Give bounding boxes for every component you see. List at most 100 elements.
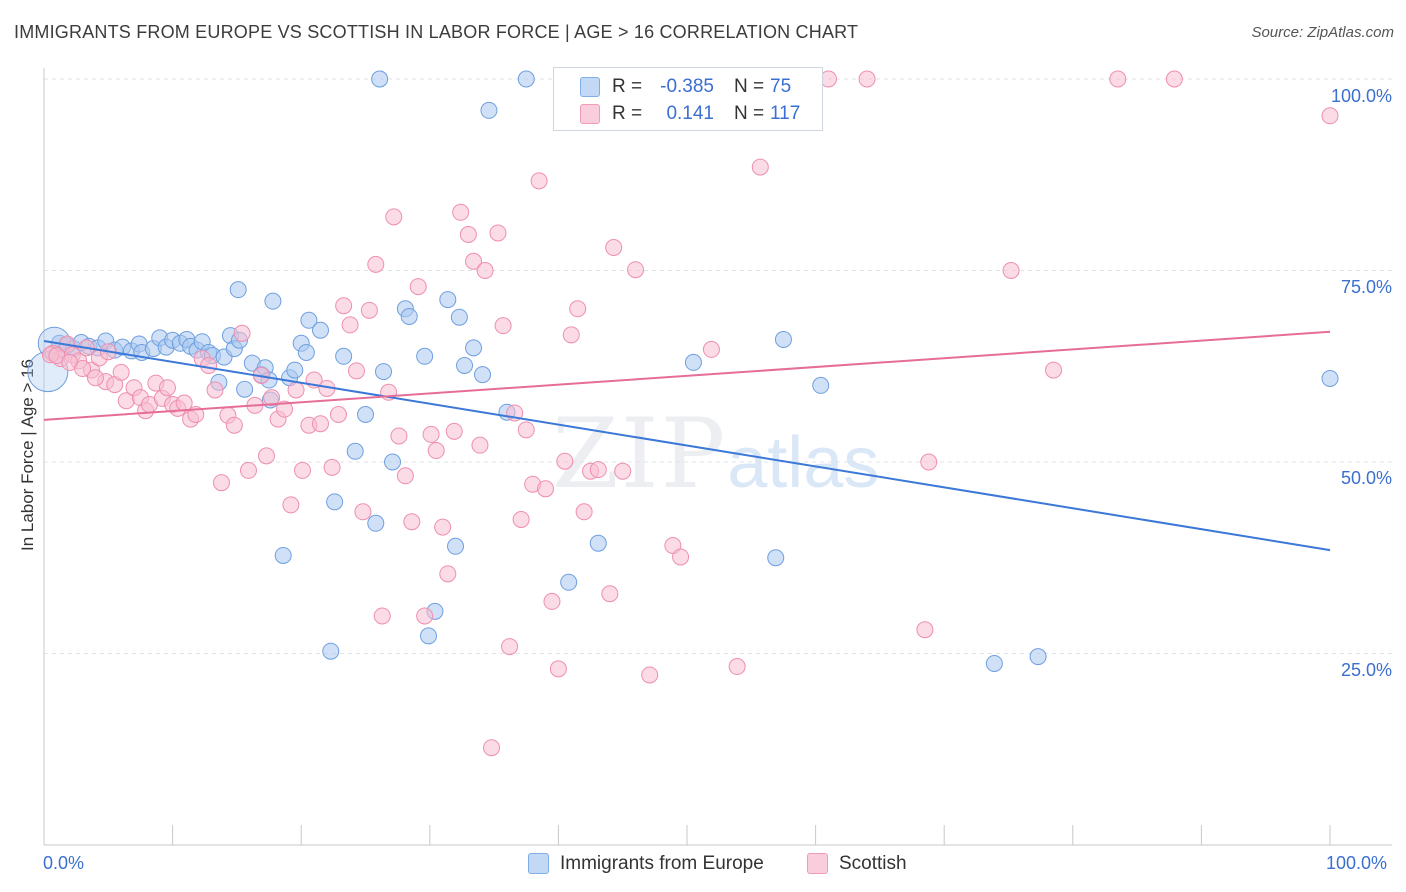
data-point [375, 363, 393, 381]
data-point [489, 224, 507, 242]
data-point [445, 422, 463, 440]
data-point [275, 400, 293, 418]
data-point [427, 442, 445, 460]
data-point [549, 660, 567, 678]
data-point [287, 381, 305, 399]
data-point [274, 546, 292, 564]
data-point [471, 436, 489, 454]
data-point [229, 281, 247, 299]
data-point [200, 356, 218, 374]
data-point [439, 565, 457, 583]
series-scottish [41, 70, 1339, 757]
y-tick-label-25: 25.0% [1340, 660, 1392, 680]
data-point [530, 172, 548, 190]
data-point [239, 461, 257, 479]
data-point [589, 461, 607, 479]
correlation-legend: R = -0.385 N = 75 R = 0.141 N = 117 [553, 67, 823, 131]
data-point [158, 379, 176, 397]
legend-label: Immigrants from Europe [560, 853, 764, 874]
data-point [403, 513, 421, 531]
data-point [1321, 107, 1339, 125]
data-point [74, 360, 92, 378]
data-point [212, 474, 230, 492]
data-point [543, 592, 561, 610]
data-point [556, 452, 574, 470]
data-point [422, 425, 440, 443]
data-point [293, 461, 311, 479]
data-point [627, 261, 645, 279]
data-point [385, 208, 403, 226]
data-point [322, 642, 340, 660]
data-point [86, 369, 104, 387]
source-credit: Source: ZipAtlas.com [1251, 24, 1394, 41]
data-point [347, 362, 365, 380]
legend-swatch-pink [580, 104, 600, 124]
data-point [517, 70, 535, 88]
data-point [264, 292, 282, 310]
data-point [512, 510, 530, 528]
data-point [1029, 648, 1047, 666]
data-point [562, 326, 580, 344]
data-point [641, 666, 659, 684]
data-point [569, 300, 587, 318]
data-point [1165, 70, 1183, 88]
data-point [367, 514, 385, 532]
data-point [409, 278, 427, 296]
data-point [465, 339, 483, 357]
data-point [323, 458, 341, 476]
data-point [1109, 70, 1127, 88]
trend-line-scottish [43, 330, 1331, 421]
data-point [858, 70, 876, 88]
data-point [341, 316, 359, 334]
data-point [774, 330, 792, 348]
data-point [112, 363, 130, 381]
n-value: 75 [770, 76, 792, 97]
y-tick-label-100: 100.0% [1330, 86, 1392, 106]
data-point [257, 447, 275, 465]
data-point [420, 627, 438, 645]
x-tick-label-max: 100.0% [1326, 853, 1388, 873]
x-axis [43, 68, 1392, 846]
legend-row-europe: R = -0.385 N = 75 [554, 73, 822, 101]
n-label: N = [734, 103, 765, 124]
data-point [297, 343, 315, 361]
data-point [360, 301, 378, 319]
data-point [346, 442, 364, 460]
data-point [390, 427, 408, 445]
data-point [206, 381, 224, 399]
data-point [684, 353, 702, 371]
data-point [236, 380, 254, 398]
data-point [396, 467, 414, 485]
data-point [282, 496, 300, 514]
data-point [517, 421, 535, 439]
chart-title: IMMIGRANTS FROM EUROPE VS SCOTTISH IN LA… [14, 22, 859, 42]
y-tick-label-75: 75.0% [1340, 277, 1392, 297]
legend-label: Scottish [839, 853, 907, 874]
data-point [311, 321, 329, 339]
data-point [335, 347, 353, 365]
r-value: -0.385 [660, 76, 714, 97]
data-point [400, 307, 418, 325]
data-point [920, 453, 938, 471]
data-point [459, 225, 477, 243]
data-point [916, 621, 934, 639]
legend-row-scottish: R = 0.141 N = 117 [554, 100, 822, 128]
data-point [672, 548, 690, 566]
data-point [985, 654, 1003, 672]
watermark-zip: ZIP [552, 398, 728, 510]
r-value: 0.141 [666, 103, 714, 124]
data-point [560, 573, 578, 591]
n-label: N = [734, 76, 765, 97]
data-point [416, 347, 434, 365]
data-point [474, 366, 492, 384]
data-point [812, 376, 830, 394]
data-point [263, 389, 281, 407]
data-point [456, 356, 474, 374]
data-point [702, 340, 720, 358]
data-point [373, 607, 391, 625]
data-point [1321, 370, 1339, 388]
data-point [447, 537, 465, 555]
data-point [354, 503, 372, 521]
data-point [589, 534, 607, 552]
